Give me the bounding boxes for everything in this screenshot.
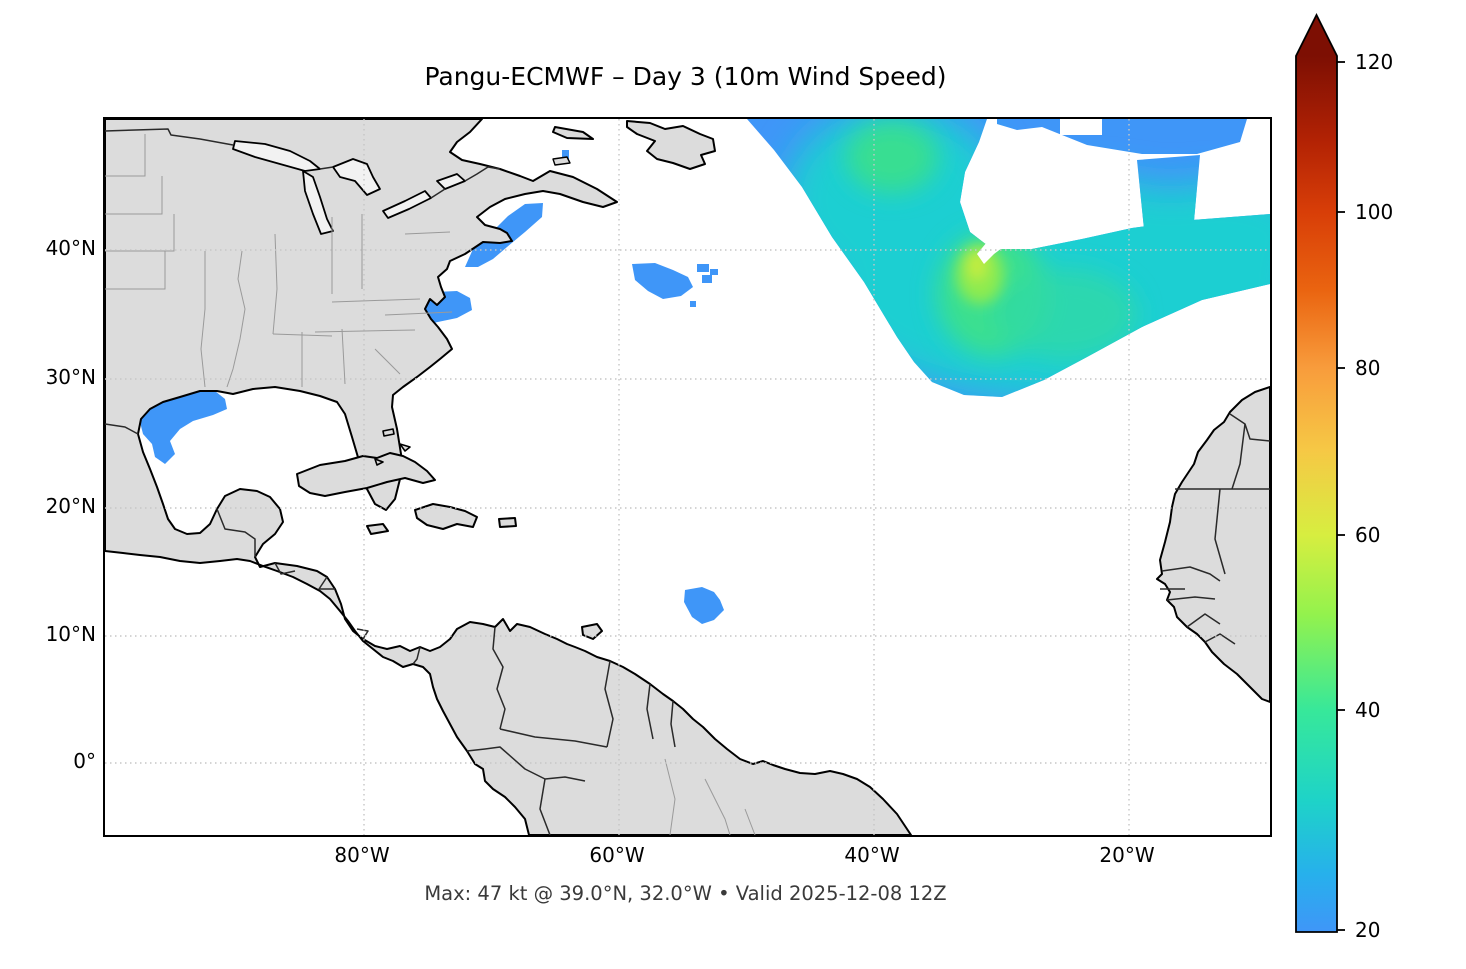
island-puerto-rico bbox=[498, 517, 517, 528]
lat-tick-10n: 10°N bbox=[45, 622, 96, 646]
map-plot-area bbox=[103, 117, 1272, 837]
calm-notch-band bbox=[1060, 119, 1102, 135]
wind-patch-tropical bbox=[684, 587, 724, 624]
land-layer bbox=[105, 119, 1270, 835]
island-pei bbox=[552, 156, 571, 166]
cbar-tick-120: 120 bbox=[1355, 50, 1394, 74]
island-trinidad bbox=[581, 623, 603, 640]
cbar-tick-80: 80 bbox=[1355, 356, 1381, 380]
wind-patch-central-atlantic bbox=[632, 263, 693, 299]
lon-tick-60w: 60°W bbox=[589, 843, 645, 867]
figure-caption: Max: 47 kt @ 39.0°N, 32.0°W • Valid 2025… bbox=[424, 882, 947, 905]
lat-tick-0: 0° bbox=[73, 749, 96, 773]
landmass-africa bbox=[1156, 386, 1270, 703]
colorbar-ticks bbox=[1337, 61, 1345, 931]
map-svg bbox=[105, 119, 1270, 835]
cbar-tick-100: 100 bbox=[1355, 200, 1394, 224]
lon-tick-80w: 80°W bbox=[334, 843, 390, 867]
islands-bahamas bbox=[374, 428, 411, 466]
cbar-tick-20: 20 bbox=[1355, 918, 1381, 942]
cbar-tick-40: 40 bbox=[1355, 698, 1381, 722]
island-hispaniola bbox=[414, 503, 478, 530]
cbar-tick-60: 60 bbox=[1355, 523, 1381, 547]
lon-tick-20w: 20°W bbox=[1099, 843, 1155, 867]
island-cuba bbox=[296, 452, 436, 497]
lon-tick-40w: 40°W bbox=[844, 843, 900, 867]
lat-tick-20n: 20°N bbox=[45, 494, 96, 518]
landmass-americas bbox=[105, 119, 912, 835]
wind-patch-central-atlantic-specks bbox=[690, 264, 718, 307]
wind-band-north bbox=[997, 119, 1247, 154]
calm-eye-wedge bbox=[977, 242, 1002, 264]
island-newfoundland bbox=[626, 120, 716, 170]
colorbar bbox=[1295, 12, 1345, 933]
island-jamaica bbox=[366, 523, 389, 535]
state-borders bbox=[105, 134, 756, 835]
wind-patch-gulf-of-mexico bbox=[138, 385, 227, 464]
figure-title: Pangu-ECMWF – Day 3 (10m Wind Speed) bbox=[424, 62, 947, 91]
great-lakes bbox=[232, 140, 466, 235]
lat-tick-30n: 30°N bbox=[45, 365, 96, 389]
colorbar-gradient-bar bbox=[1295, 12, 1338, 933]
gridlines bbox=[105, 119, 1270, 835]
island-anticosti bbox=[552, 126, 594, 140]
lat-tick-40n: 40°N bbox=[45, 236, 96, 260]
country-borders bbox=[105, 128, 1270, 835]
